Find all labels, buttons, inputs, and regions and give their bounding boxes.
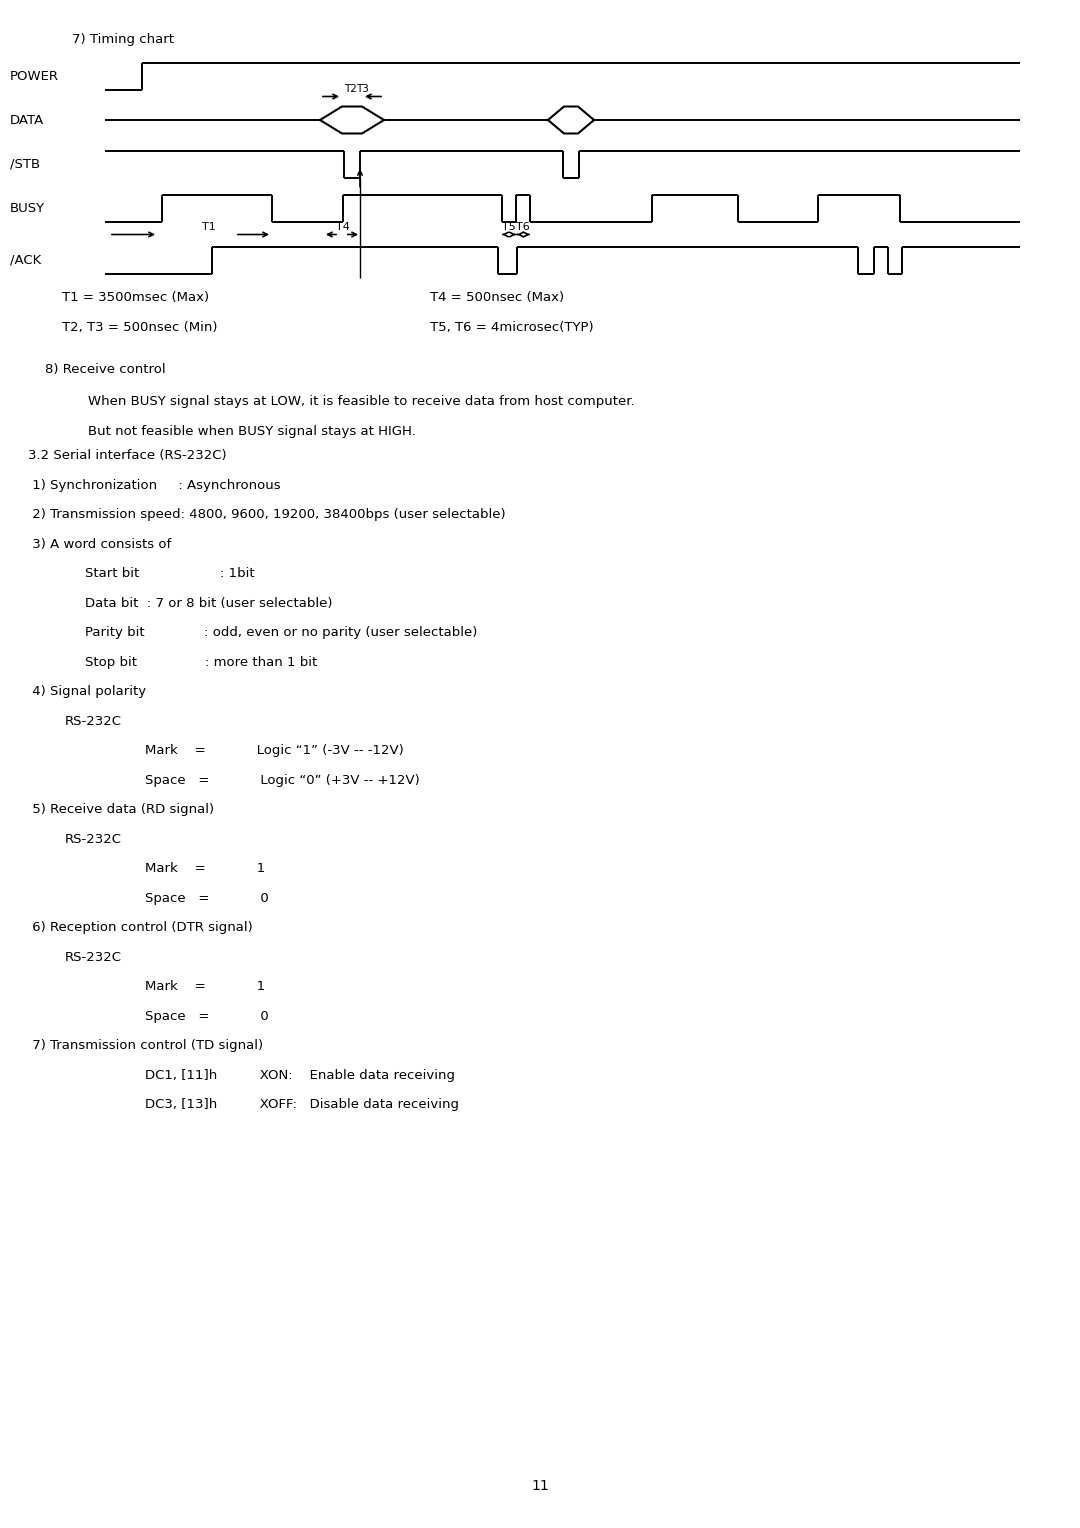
Text: Space   =            0: Space = 0: [145, 1010, 269, 1024]
Text: DATA: DATA: [10, 113, 44, 127]
Text: 4) Signal polarity: 4) Signal polarity: [28, 686, 146, 698]
Text: DC1, [11]h          XON:    Enable data receiving: DC1, [11]h XON: Enable data receiving: [145, 1070, 455, 1082]
Text: DC3, [13]h          XOFF:   Disable data receiving: DC3, [13]h XOFF: Disable data receiving: [145, 1099, 459, 1111]
Text: POWER: POWER: [10, 69, 59, 83]
Text: 6) Reception control (DTR signal): 6) Reception control (DTR signal): [28, 921, 253, 935]
Text: T1 = 3500msec (Max): T1 = 3500msec (Max): [62, 292, 210, 304]
Text: Start bit                   : 1bit: Start bit : 1bit: [85, 567, 255, 581]
Text: 7) Transmission control (TD signal): 7) Transmission control (TD signal): [28, 1039, 264, 1053]
Text: RS-232C: RS-232C: [65, 715, 122, 727]
Text: Mark    =            1: Mark = 1: [145, 862, 266, 876]
Text: RS-232C: RS-232C: [65, 833, 122, 847]
Text: 3.2 Serial interface (RS-232C): 3.2 Serial interface (RS-232C): [28, 449, 227, 463]
Text: T5: T5: [502, 223, 516, 232]
Text: /STB: /STB: [10, 157, 40, 171]
Text: 1) Synchronization     : Asynchronous: 1) Synchronization : Asynchronous: [28, 478, 281, 492]
Text: T2, T3 = 500nsec (Min): T2, T3 = 500nsec (Min): [62, 321, 217, 335]
Text: Space   =            Logic “0” (+3V -- +12V): Space = Logic “0” (+3V -- +12V): [145, 775, 420, 787]
Text: RS-232C: RS-232C: [65, 950, 122, 964]
Text: T1: T1: [202, 223, 216, 232]
Text: Stop bit                : more than 1 bit: Stop bit : more than 1 bit: [85, 656, 318, 669]
Text: T2: T2: [345, 84, 356, 95]
Text: T4: T4: [336, 223, 350, 232]
Text: /ACK: /ACK: [10, 254, 41, 266]
Text: BUSY: BUSY: [10, 202, 45, 214]
Text: When BUSY signal stays at LOW, it is feasible to receive data from host computer: When BUSY signal stays at LOW, it is fea…: [87, 396, 635, 408]
Text: 2) Transmission speed: 4800, 9600, 19200, 38400bps (user selectable): 2) Transmission speed: 4800, 9600, 19200…: [28, 509, 505, 521]
Text: 5) Receive data (RD signal): 5) Receive data (RD signal): [28, 804, 214, 816]
Text: Data bit  : 7 or 8 bit (user selectable): Data bit : 7 or 8 bit (user selectable): [85, 597, 333, 610]
Text: 3) A word consists of: 3) A word consists of: [28, 538, 172, 552]
Text: Space   =            0: Space = 0: [145, 892, 269, 905]
Text: But not feasible when BUSY signal stays at HIGH.: But not feasible when BUSY signal stays …: [87, 425, 416, 439]
Text: Mark    =            Logic “1” (-3V -- -12V): Mark = Logic “1” (-3V -- -12V): [145, 744, 404, 758]
Text: T5, T6 = 4microsec(TYP): T5, T6 = 4microsec(TYP): [430, 321, 594, 335]
Text: 8) Receive control: 8) Receive control: [45, 364, 165, 376]
Text: 11: 11: [531, 1479, 549, 1493]
Text: T3: T3: [356, 84, 369, 95]
Text: 7) Timing chart: 7) Timing chart: [72, 34, 174, 46]
Text: T4 = 500nsec (Max): T4 = 500nsec (Max): [430, 292, 564, 304]
Text: Mark    =            1: Mark = 1: [145, 981, 266, 993]
Text: T6: T6: [516, 223, 530, 232]
Text: Parity bit              : odd, even or no parity (user selectable): Parity bit : odd, even or no parity (use…: [85, 626, 477, 640]
